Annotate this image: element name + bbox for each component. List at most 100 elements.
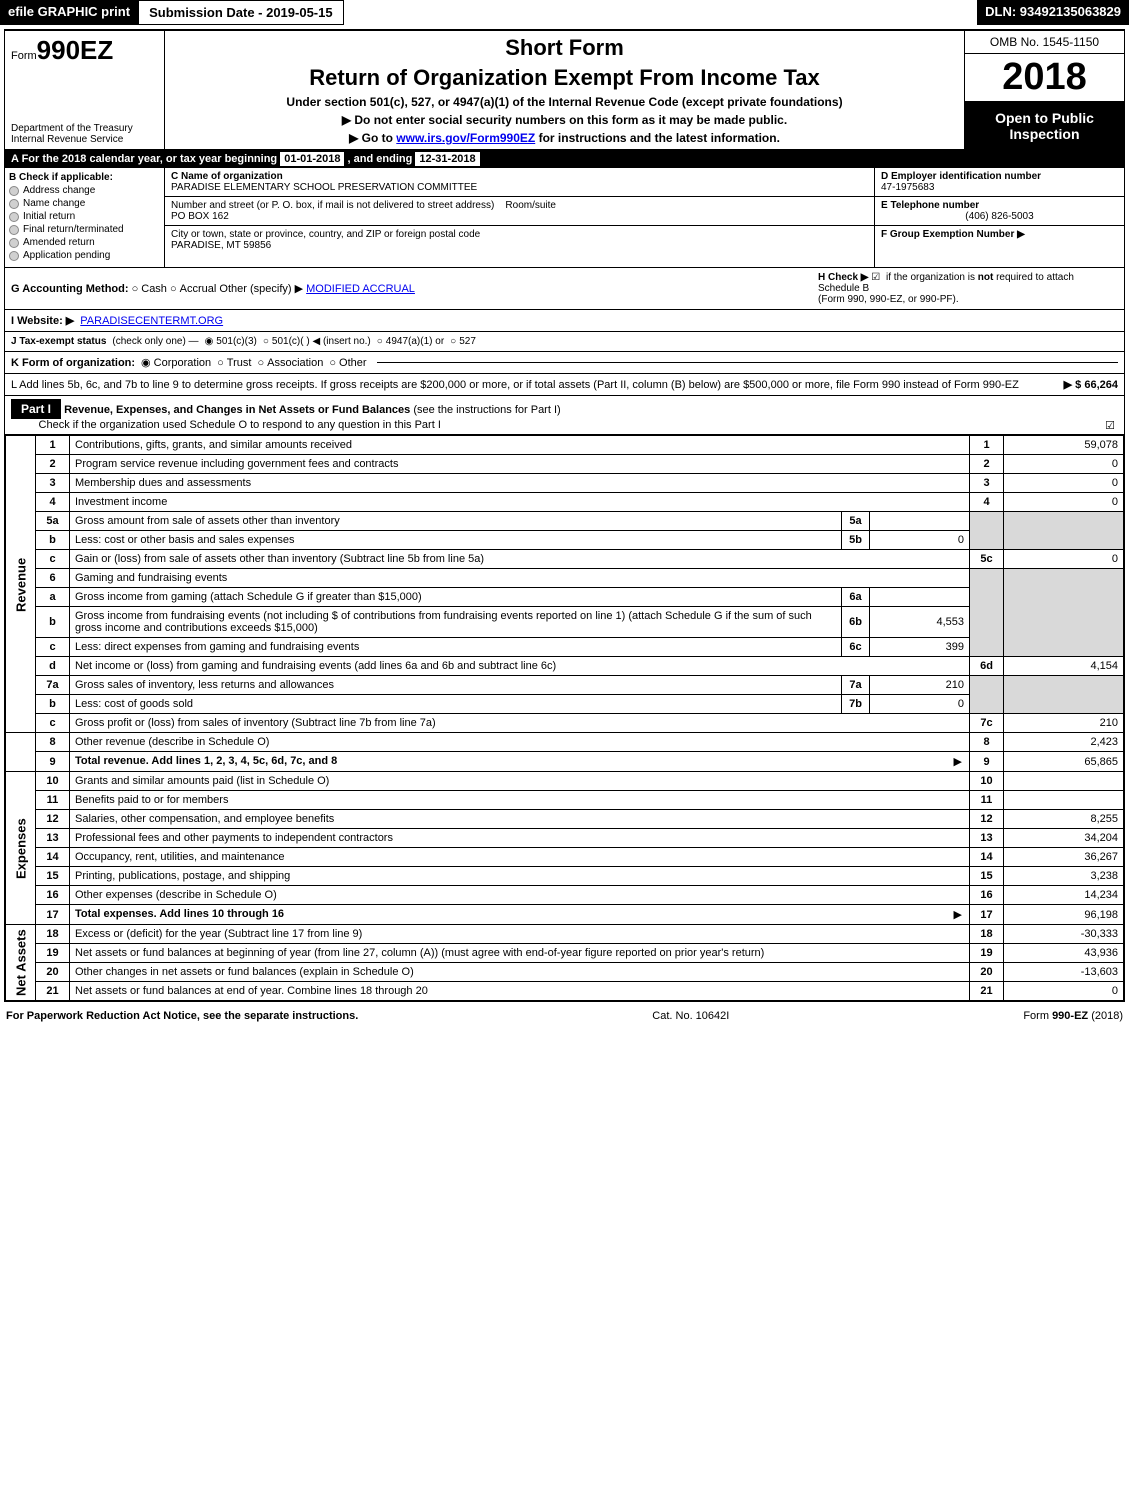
bullet-icon — [9, 212, 19, 222]
row-a-tax-year: A For the 2018 calendar year, or tax yea… — [5, 150, 1124, 168]
tax-year: 2018 — [965, 54, 1124, 102]
cb-app-pending[interactable]: Application pending — [9, 250, 160, 261]
line-10: Expenses10Grants and similar amounts pai… — [6, 772, 1124, 791]
ln: 19 — [36, 944, 70, 963]
ein-label: D Employer identification number — [881, 171, 1118, 182]
org-city: PARADISE, MT 59856 — [171, 240, 868, 251]
submission-date-label: Submission Date - 2019-05-15 — [138, 0, 344, 25]
dept-treasury: Department of the Treasury Internal Reve… — [11, 123, 158, 145]
note2-prefix: ▶ Go to — [349, 131, 396, 145]
line-13: 13Professional fees and other payments t… — [6, 829, 1124, 848]
irs-link[interactable]: www.irs.gov/Form990EZ — [396, 131, 535, 145]
c-addr-row: Number and street (or P. O. box, if mail… — [165, 197, 874, 226]
section-bcd: B Check if applicable: Address change Na… — [5, 168, 1124, 268]
part1-check-text: Check if the organization used Schedule … — [39, 419, 441, 431]
j-label: J Tax-exempt status — [11, 336, 106, 347]
cb-label-4: Amended return — [23, 237, 95, 248]
lsn: 7a — [842, 676, 870, 695]
cb-amended-return[interactable]: Amended return — [9, 237, 160, 248]
ln: b — [36, 695, 70, 714]
footer-left: For Paperwork Reduction Act Notice, see … — [6, 1010, 358, 1022]
cb-name-change[interactable]: Name change — [9, 198, 160, 209]
lv: 0 — [1004, 550, 1124, 569]
lv: 0 — [1004, 493, 1124, 512]
website-link[interactable]: PARADISECENTERMT.ORG — [80, 315, 223, 327]
line-2: 2Program service revenue including gover… — [6, 455, 1124, 474]
l-text: L Add lines 5b, 6c, and 7b to line 9 to … — [11, 379, 1058, 391]
efile-print-label[interactable]: efile GRAPHIC print — [0, 0, 138, 25]
g-other-value[interactable]: MODIFIED ACCRUAL — [306, 283, 415, 295]
col-b-checkboxes: B Check if applicable: Address change Na… — [5, 168, 165, 267]
h-check-icon[interactable] — [871, 272, 883, 283]
lv: 36,267 — [1004, 848, 1124, 867]
k-trust[interactable]: Trust — [217, 357, 251, 369]
line-12: 12Salaries, other compensation, and empl… — [6, 810, 1124, 829]
note-ssn: ▶ Do not enter social security numbers o… — [173, 113, 956, 127]
ld: Excess or (deficit) for the year (Subtra… — [70, 925, 970, 944]
cb-label-3: Final return/terminated — [23, 224, 124, 235]
ln: c — [36, 638, 70, 657]
ln: 6 — [36, 569, 70, 588]
g-other-label: Other (specify) ▶ — [219, 283, 303, 295]
ld: Gain or (loss) from sale of assets other… — [70, 550, 970, 569]
j-527[interactable]: 527 — [450, 336, 476, 347]
sidebar-net-assets: Net Assets — [6, 925, 36, 1001]
lnc: 11 — [970, 791, 1004, 810]
sidebar-blank — [6, 752, 36, 772]
lnc: 15 — [970, 867, 1004, 886]
omb-number: OMB No. 1545-1150 — [965, 31, 1124, 54]
footer-right: Form 990-EZ (2018) — [1023, 1010, 1123, 1022]
header-right: OMB No. 1545-1150 2018 Open to Public In… — [964, 31, 1124, 149]
k-other[interactable]: Other — [329, 357, 366, 369]
g-cash[interactable]: Cash — [132, 283, 167, 295]
line-1: Revenue 1 Contributions, gifts, grants, … — [6, 436, 1124, 455]
ld: Less: cost or other basis and sales expe… — [70, 531, 842, 550]
cb-initial-return[interactable]: Initial return — [9, 211, 160, 222]
part1-check-icon[interactable] — [1105, 419, 1118, 432]
line-9: 9Total revenue. Add lines 1, 2, 3, 4, 5c… — [6, 752, 1124, 772]
c-name-label: C Name of organization — [171, 171, 868, 182]
lnc: 14 — [970, 848, 1004, 867]
ld: Less: direct expenses from gaming and fu… — [70, 638, 842, 657]
cb-final-return[interactable]: Final return/terminated — [9, 224, 160, 235]
top-bar: efile GRAPHIC print Submission Date - 20… — [0, 0, 1129, 25]
line-5b: bLess: cost or other basis and sales exp… — [6, 531, 1124, 550]
d-tel-row: E Telephone number (406) 826-5003 — [875, 197, 1124, 226]
form-container: Form990EZ Department of the Treasury Int… — [4, 29, 1125, 1002]
line-14: 14Occupancy, rent, utilities, and mainte… — [6, 848, 1124, 867]
k-corp[interactable]: Corporation — [141, 356, 211, 369]
lv: -13,603 — [1004, 963, 1124, 982]
lnc: 9 — [970, 752, 1004, 772]
ln: 9 — [36, 752, 70, 772]
j-4947[interactable]: 4947(a)(1) or — [377, 336, 444, 347]
sidebar-blank — [6, 733, 36, 752]
lnc: 10 — [970, 772, 1004, 791]
g-accrual[interactable]: Accrual — [170, 283, 216, 295]
line-11: 11Benefits paid to or for members11 — [6, 791, 1124, 810]
j-501c3[interactable]: 501(c)(3) — [205, 336, 257, 347]
h-text3: (Form 990, 990-EZ, or 990-PF). — [818, 294, 959, 305]
ld: Printing, publications, postage, and shi… — [70, 867, 970, 886]
cb-address-change[interactable]: Address change — [9, 185, 160, 196]
rowA-mid: , and ending — [348, 153, 416, 165]
part1-label: Part I — [11, 399, 61, 419]
ld: Benefits paid to or for members — [70, 791, 970, 810]
org-name: PARADISE ELEMENTARY SCHOOL PRESERVATION … — [171, 182, 868, 193]
dept-line1: Department of the Treasury — [11, 123, 158, 134]
lsn: 6b — [842, 607, 870, 638]
row-h: H Check ▶ if the organization is not req… — [818, 272, 1118, 305]
ld: Gaming and fundraising events — [70, 569, 970, 588]
ln: 16 — [36, 886, 70, 905]
ld: Gross income from gaming (attach Schedul… — [70, 588, 842, 607]
ln: c — [36, 550, 70, 569]
lv: 3,238 — [1004, 867, 1124, 886]
note-goto: ▶ Go to www.irs.gov/Form990EZ for instru… — [173, 131, 956, 145]
line-4: 4Investment income40 — [6, 493, 1124, 512]
title-short-form: Short Form — [173, 35, 956, 61]
j-501c[interactable]: 501(c)( ) ◀ (insert no.) — [263, 336, 371, 347]
lv: 96,198 — [1004, 905, 1124, 925]
lv: 43,936 — [1004, 944, 1124, 963]
k-assoc[interactable]: Association — [257, 357, 323, 369]
bullet-icon — [9, 225, 19, 235]
line-3: 3Membership dues and assessments30 — [6, 474, 1124, 493]
